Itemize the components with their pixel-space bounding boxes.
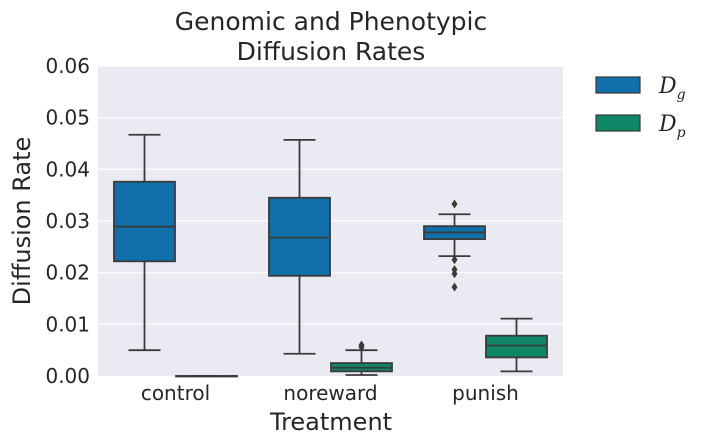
outlier-point [451, 255, 458, 265]
y-tick-label: 0.03 [45, 209, 90, 233]
y-tick-label: 0.04 [45, 157, 90, 181]
box-body [113, 180, 176, 263]
y-tick-labels: 0.00 0.01 0.02 0.03 0.04 0.05 0.06 [45, 54, 90, 388]
outlier-point [451, 269, 458, 279]
y-tick-label: 0.06 [45, 54, 90, 78]
legend-swatch-g [595, 76, 641, 94]
box-p-control [175, 375, 238, 378]
box-g-control [113, 133, 176, 352]
x-tick-label: punish [452, 381, 519, 405]
box-body [485, 334, 548, 359]
legend-label-g: Dg [658, 74, 686, 103]
outlier-point [358, 342, 365, 352]
outlier-point [451, 282, 458, 292]
legend-label-p: Dp [658, 112, 686, 141]
box-g-punish [423, 199, 486, 292]
legend: Dg Dp [595, 74, 686, 141]
chart-title-line-1: Genomic and Phenotypic [175, 7, 487, 36]
outlier-point [451, 199, 458, 209]
y-tick-label: 0.02 [45, 261, 90, 285]
box-g-noreward [268, 138, 331, 355]
y-tick-label: 0.01 [45, 312, 90, 336]
x-tick-labels: control noreward punish [141, 381, 519, 405]
x-axis-label: Treatment [269, 408, 392, 436]
chart-title-line-2: Diffusion Rates [237, 37, 426, 66]
box-p-punish [485, 317, 548, 373]
x-tick-label: noreward [283, 381, 377, 405]
y-tick-label: 0.00 [45, 364, 90, 388]
y-tick-label: 0.05 [45, 106, 90, 130]
legend-swatch-p [595, 114, 641, 132]
x-tick-label: control [141, 381, 210, 405]
box-p-noreward [330, 340, 393, 376]
box-series [113, 133, 548, 378]
y-axis-label: Diffusion Rate [8, 137, 36, 306]
